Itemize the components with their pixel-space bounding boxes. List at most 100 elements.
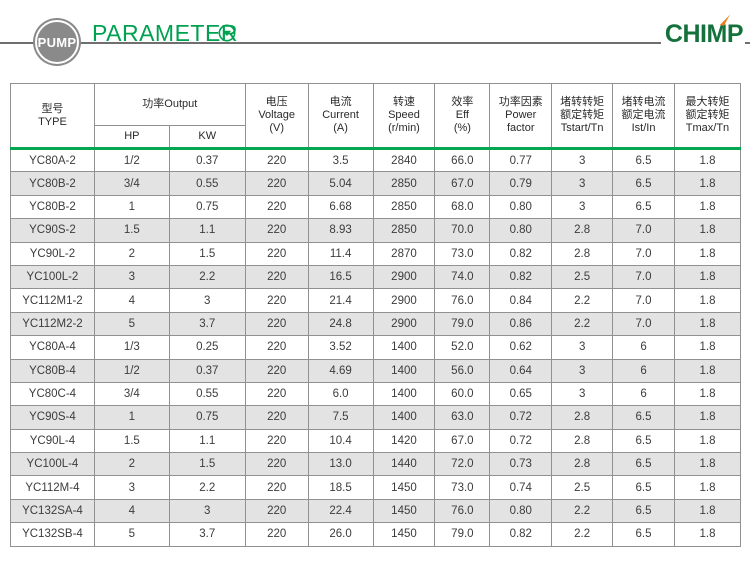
cell-tstart-tn: 2.5 bbox=[551, 475, 614, 500]
cell-hp: 1/2 bbox=[93, 146, 170, 173]
cell-tstart-tn: 2.5 bbox=[551, 264, 614, 290]
cell-speed: 1450 bbox=[372, 522, 436, 547]
col-header-power-factor: 功率因素 Power factor bbox=[489, 83, 553, 149]
cell-hp: 5 bbox=[93, 522, 170, 547]
cell-current: 7.5 bbox=[307, 405, 374, 430]
cell-type: YC80B-4 bbox=[10, 358, 95, 383]
cell-hp: 4 bbox=[93, 288, 170, 313]
cell-type: YC132SA-4 bbox=[10, 498, 95, 524]
cell-kw: 1.1 bbox=[168, 218, 246, 243]
cell-ist-in: 7.0 bbox=[612, 288, 675, 313]
table-header: 型号 TYPE 功率Output 电压 Voltage (V) 电流 Curre… bbox=[10, 83, 742, 149]
cell-speed: 2900 bbox=[372, 264, 436, 290]
cell-tstart-tn: 3 bbox=[551, 381, 614, 407]
cell-kw: 3 bbox=[168, 288, 246, 313]
cell-kw: 0.37 bbox=[168, 146, 246, 173]
cell-speed: 2870 bbox=[372, 241, 436, 266]
cell-current: 6.68 bbox=[307, 194, 374, 220]
cell-power-factor: 0.72 bbox=[489, 405, 553, 430]
cell-tstart-tn: 2.8 bbox=[551, 428, 614, 454]
cell-speed: 1400 bbox=[372, 405, 436, 430]
cell-current: 3.5 bbox=[307, 146, 374, 173]
cell-eff: 74.0 bbox=[434, 264, 491, 290]
cell-speed: 1420 bbox=[372, 428, 436, 454]
cell-hp: 4 bbox=[93, 498, 170, 524]
cell-speed: 2850 bbox=[372, 171, 436, 196]
cell-ist-in: 7.0 bbox=[612, 311, 675, 337]
cell-ist-in: 7.0 bbox=[612, 218, 675, 243]
cell-speed: 2900 bbox=[372, 311, 436, 337]
cell-eff: 76.0 bbox=[434, 498, 491, 524]
cell-kw: 2.2 bbox=[168, 475, 246, 500]
cell-kw: 1.5 bbox=[168, 452, 246, 477]
cell-ist-in: 6 bbox=[612, 358, 675, 383]
table-row: YC100L-4 2 1.5 220 13.0 1440 72.0 0.73 2… bbox=[10, 452, 742, 477]
col-header-voltage: 电压 Voltage (V) bbox=[244, 83, 309, 149]
table-row: YC112M2-2 5 3.7 220 24.8 2900 79.0 0.86 … bbox=[10, 311, 742, 337]
cell-hp: 3/4 bbox=[93, 171, 170, 196]
cell-ist-in: 6.5 bbox=[612, 194, 675, 220]
table-row: YC80B-2 1 0.75 220 6.68 2850 68.0 0.80 3… bbox=[10, 194, 742, 220]
cell-voltage: 220 bbox=[244, 171, 309, 196]
cell-kw: 0.75 bbox=[168, 194, 246, 220]
cell-voltage: 220 bbox=[244, 264, 309, 290]
cell-tmax-tn: 1.8 bbox=[673, 428, 742, 454]
table-row: YC80B-2 3/4 0.55 220 5.04 2850 67.0 0.79… bbox=[10, 171, 742, 196]
cell-kw: 0.55 bbox=[168, 171, 246, 196]
cell-speed: 2850 bbox=[372, 218, 436, 243]
cell-type: YC90L-4 bbox=[10, 428, 95, 454]
cell-tmax-tn: 1.8 bbox=[673, 171, 742, 196]
chimp-logo-part2: M bbox=[706, 20, 726, 49]
col-header-ist-in: 堵转电流 额定电流 Ist/In bbox=[612, 83, 675, 149]
col-header-speed: 转速 Speed (r/min) bbox=[372, 83, 436, 149]
cell-power-factor: 0.82 bbox=[489, 264, 553, 290]
cell-eff: 56.0 bbox=[434, 358, 491, 383]
table-row: YC90S-4 1 0.75 220 7.5 1400 63.0 0.72 2.… bbox=[10, 405, 742, 430]
cell-tmax-tn: 1.8 bbox=[673, 264, 742, 290]
cell-power-factor: 0.62 bbox=[489, 335, 553, 360]
cell-speed: 1400 bbox=[372, 335, 436, 360]
cell-tmax-tn: 1.8 bbox=[673, 358, 742, 383]
cell-current: 4.69 bbox=[307, 358, 374, 383]
cell-power-factor: 0.80 bbox=[489, 218, 553, 243]
cell-speed: 2850 bbox=[372, 194, 436, 220]
cell-speed: 2900 bbox=[372, 288, 436, 313]
cell-ist-in: 6.5 bbox=[612, 498, 675, 524]
table-row: YC100L-2 3 2.2 220 16.5 2900 74.0 0.82 2… bbox=[10, 264, 742, 290]
cell-current: 10.4 bbox=[307, 428, 374, 454]
table-row: YC132SA-4 4 3 220 22.4 1450 76.0 0.80 2.… bbox=[10, 498, 742, 524]
cell-kw: 3 bbox=[168, 498, 246, 524]
cell-type: YC80B-2 bbox=[10, 194, 95, 220]
cell-tmax-tn: 1.8 bbox=[673, 405, 742, 430]
cell-ist-in: 6.5 bbox=[612, 171, 675, 196]
cell-speed: 1450 bbox=[372, 498, 436, 524]
cell-tstart-tn: 2.2 bbox=[551, 498, 614, 524]
cell-hp: 1/3 bbox=[93, 335, 170, 360]
cell-voltage: 220 bbox=[244, 241, 309, 266]
cell-type: YC90S-2 bbox=[10, 218, 95, 243]
page-title: PARAMETER bbox=[92, 20, 238, 46]
cell-eff: 73.0 bbox=[434, 475, 491, 500]
cell-tmax-tn: 1.8 bbox=[673, 475, 742, 500]
cell-hp: 3 bbox=[93, 475, 170, 500]
cell-voltage: 220 bbox=[244, 381, 309, 407]
col-header-kw: KW bbox=[168, 125, 246, 149]
cell-tstart-tn: 3 bbox=[551, 358, 614, 383]
table-row: YC90L-2 2 1.5 220 11.4 2870 73.0 0.82 2.… bbox=[10, 241, 742, 266]
cell-kw: 2.2 bbox=[168, 264, 246, 290]
cell-power-factor: 0.80 bbox=[489, 498, 553, 524]
cell-ist-in: 6.5 bbox=[612, 428, 675, 454]
cell-tmax-tn: 1.8 bbox=[673, 498, 742, 524]
cell-type: YC100L-2 bbox=[10, 264, 95, 290]
cell-voltage: 220 bbox=[244, 311, 309, 337]
cell-tmax-tn: 1.8 bbox=[673, 311, 742, 337]
parameter-table: 型号 TYPE 功率Output 电压 Voltage (V) 电流 Curre… bbox=[10, 83, 742, 547]
pump-badge-label: PUMP bbox=[37, 34, 77, 50]
cell-tstart-tn: 3 bbox=[551, 171, 614, 196]
table-row: YC90S-2 1.5 1.1 220 8.93 2850 70.0 0.80 … bbox=[10, 218, 742, 243]
cell-hp: 3/4 bbox=[93, 381, 170, 407]
cell-power-factor: 0.73 bbox=[489, 452, 553, 477]
cell-tstart-tn: 2.2 bbox=[551, 522, 614, 547]
table-row: YC80A-2 1/2 0.37 220 3.5 2840 66.0 0.77 … bbox=[10, 146, 742, 173]
cell-type: YC112M2-2 bbox=[10, 311, 95, 337]
